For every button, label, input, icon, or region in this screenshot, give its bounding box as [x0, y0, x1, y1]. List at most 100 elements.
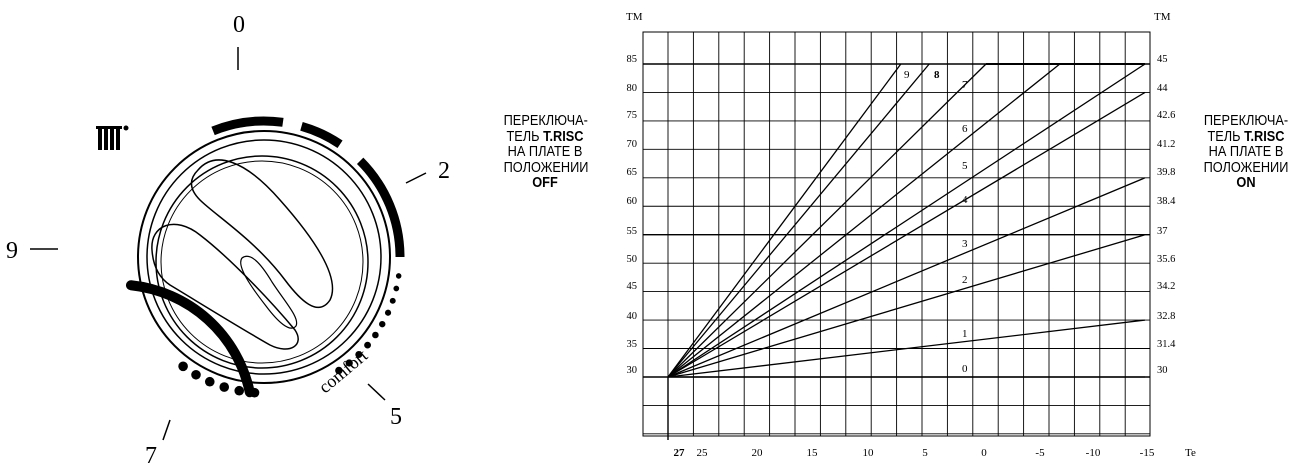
left-note-switch-name: T.RISC — [543, 128, 584, 145]
curve-label-9: 9 — [904, 69, 910, 81]
left-tick-label: 35 — [627, 339, 638, 350]
right-note-line3: НА ПЛАТЕ В — [1208, 144, 1284, 160]
comfort-dot — [345, 359, 353, 367]
comfort-dot — [379, 320, 386, 328]
x-tick-label: 25 — [697, 447, 709, 459]
heating-curve-2 — [667, 234, 1146, 378]
right-switch-note: ПЕРЕКЛЮЧА- ТЕЛЬ T.RISC НА ПЛАТЕ В ПОЛОЖЕ… — [1200, 113, 1292, 192]
left-tick-label: 30 — [627, 365, 638, 376]
curve-label-1: 1 — [962, 328, 968, 340]
comfort-dot — [191, 369, 201, 380]
left-tick-label: 80 — [627, 83, 638, 94]
knob-grip-upper — [190, 159, 334, 309]
comfort-dots — [178, 273, 402, 398]
radiator-icon — [96, 125, 129, 150]
left-tick-label: 50 — [627, 254, 638, 265]
curve-label-5: 5 — [962, 160, 968, 172]
right-tick-label: 37 — [1157, 226, 1168, 237]
scale-label-0: 0 — [233, 12, 245, 38]
comfort-dot — [364, 341, 371, 349]
left-tick-label: 85 — [627, 54, 638, 65]
heating-curve-chart: 3035404550556065707580853031.432.834.235… — [626, 11, 1196, 459]
comfort-dot — [389, 297, 396, 304]
comfort-dot — [234, 385, 245, 396]
comfort-dot — [384, 309, 392, 316]
curve-label-6: 6 — [962, 123, 968, 135]
right-tick-label: 34.2 — [1157, 281, 1175, 292]
dial-arc-upper-right — [300, 121, 343, 149]
dial-arc-upper — [211, 116, 284, 136]
curve-label-2: 2 — [962, 274, 968, 286]
right-tick-label: 41.2 — [1157, 139, 1175, 150]
comfort-dot — [355, 350, 363, 359]
right-note-line2: ТЕЛЬ T.RISC — [1200, 128, 1292, 146]
left-tick-label: 40 — [627, 311, 638, 322]
left-tick-label: 60 — [627, 196, 638, 207]
temperature-dial[interactable]: 0 2 5 7 9 comfort — [6, 12, 450, 463]
x-tick-label: 5 — [922, 447, 928, 459]
right-note-line2-prefix: ТЕЛЬ — [1207, 128, 1245, 145]
comfort-dot — [372, 331, 379, 339]
x-tick-label: -10 — [1086, 447, 1101, 459]
x-tick-label: 0 — [981, 447, 987, 459]
right-axis-label: TM — [1154, 11, 1171, 23]
right-note-line1: ПЕРЕКЛЮЧА- — [1203, 113, 1289, 129]
left-switch-note: ПЕРЕКЛЮЧА- ТЕЛЬ T.RISC НА ПЛАТЕ В ПОЛОЖЕ… — [503, 113, 589, 192]
x-tick-label: 15 — [807, 447, 819, 459]
right-tick-label: 44 — [1157, 83, 1168, 94]
left-tick-label: 65 — [627, 167, 638, 178]
dial-knob[interactable] — [155, 155, 369, 369]
curve-label-8: 8 — [934, 69, 940, 81]
left-note-line2-prefix: ТЕЛЬ — [506, 128, 544, 145]
heating-curve-7 — [667, 63, 987, 378]
curve-label-4: 4 — [962, 194, 968, 206]
x-tick-label: 27 — [674, 447, 686, 459]
dial-arc-left — [125, 280, 255, 398]
heating-curve-8 — [667, 63, 930, 378]
heating-curve-3 — [667, 177, 1146, 378]
left-note-line1: ПЕРЕКЛЮЧА- — [503, 113, 588, 129]
knob-grip-inner — [240, 255, 298, 329]
x-tick-label: 20 — [752, 447, 764, 459]
heating-curve-5 — [667, 63, 1146, 378]
curve-label-7: 7 — [962, 79, 968, 91]
left-tick-label: 75 — [627, 110, 638, 121]
left-tick-label: 45 — [627, 281, 638, 292]
right-tick-label: 39.8 — [1157, 167, 1175, 178]
left-tick-label: 55 — [627, 226, 638, 237]
comfort-dot — [204, 376, 215, 387]
scale-label-9: 9 — [6, 238, 18, 264]
dial-knob-rim — [160, 160, 364, 364]
comfort-label: comfort — [315, 345, 372, 397]
dial-outer-ring — [137, 130, 391, 384]
heating-curve-6 — [667, 63, 1061, 378]
dial-inner-ring — [146, 139, 382, 375]
curve-label-0: 0 — [962, 363, 968, 375]
right-note-state: ON — [1236, 175, 1256, 191]
tick-7 — [162, 419, 171, 441]
right-tick-label: 31.4 — [1157, 339, 1176, 350]
comfort-dot — [219, 382, 230, 392]
chart-curves — [667, 63, 1146, 378]
x-axis-label: Te — [1185, 447, 1196, 459]
left-note-line2: ТЕЛЬ T.RISC — [504, 128, 587, 146]
left-note-line3: НА ПЛАТЕ В — [507, 144, 583, 160]
comfort-dot — [178, 361, 188, 372]
x-tick-label: -5 — [1035, 447, 1045, 459]
knob-grip-lower — [151, 223, 299, 350]
tick-2 — [405, 172, 427, 184]
comfort-dot — [335, 366, 343, 375]
scale-label-2: 2 — [438, 158, 450, 184]
chart-tick-labels: 3035404550556065707580853031.432.834.235… — [627, 54, 1177, 459]
right-note-line4: ПОЛОЖЕНИИ — [1203, 159, 1289, 176]
scale-label-7: 7 — [145, 443, 157, 463]
left-tick-label: 70 — [627, 139, 638, 150]
right-tick-label: 30 — [1157, 365, 1168, 376]
right-tick-label: 38.4 — [1157, 196, 1176, 207]
left-note-state: OFF — [532, 175, 558, 191]
chart-grid — [642, 31, 1151, 440]
x-tick-label: -15 — [1140, 447, 1155, 459]
scale-label-5: 5 — [390, 404, 402, 430]
right-tick-label: 45 — [1157, 54, 1168, 65]
